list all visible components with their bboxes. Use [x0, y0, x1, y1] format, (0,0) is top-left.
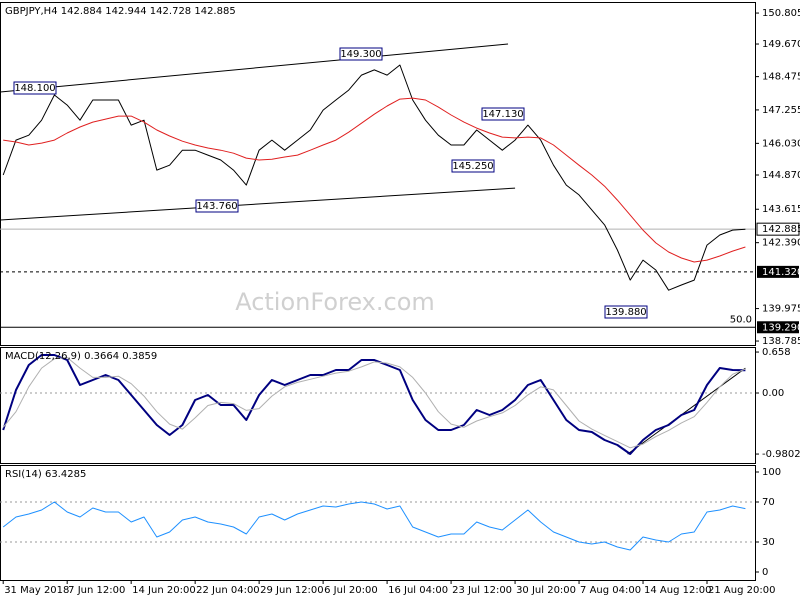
y-tick-label: 144.870 — [762, 170, 800, 181]
last-price-box — [756, 222, 800, 236]
trend-line — [0, 187, 516, 221]
y-tick-label: 0.658 — [762, 347, 791, 358]
x-tick-label: 21 Aug 20:00 — [708, 585, 775, 596]
annotation-box — [13, 81, 57, 95]
annotation-box — [451, 159, 495, 173]
panel-title: RSI(14) 63.4285 — [5, 469, 86, 480]
annotation: 145.250 — [452, 161, 493, 172]
trend-line — [627, 367, 746, 455]
x-tick-label: 14 Aug 12:00 — [644, 585, 711, 596]
panel-frame — [0, 465, 756, 581]
y-tick-label: 147.255 — [762, 105, 800, 116]
series-line — [2, 354, 746, 455]
annotation-box — [195, 199, 239, 213]
annotation: 139.880 — [605, 307, 646, 318]
x-tick-label: 7 Aug 04:00 — [580, 585, 641, 596]
level-label: 139.290 — [762, 322, 800, 333]
y-tick-label: -0.9802 — [762, 449, 800, 460]
y-tick-label: 149.670 — [762, 39, 800, 50]
series-line — [2, 501, 746, 551]
y-tick-label: 148.475 — [762, 72, 800, 83]
y-tick-label: 142.390 — [762, 238, 800, 249]
annotation: 149.300 — [340, 49, 381, 60]
last-price-label: 142.885 — [762, 224, 800, 235]
annotation: 143.760 — [196, 201, 237, 212]
y-tick-label: 100 — [762, 467, 781, 478]
annotation: 148.100 — [14, 83, 55, 94]
y-tick-label: 150.805 — [762, 8, 800, 19]
level-label: 141.320 — [762, 267, 800, 278]
annotation: 147.130 — [482, 109, 523, 120]
panel-frame — [0, 347, 756, 464]
x-tick-label: 7 Jun 12:00 — [68, 585, 125, 596]
series-line — [2, 64, 746, 291]
fib-label: 50.0 — [730, 314, 752, 325]
y-tick-label: 146.030 — [762, 138, 800, 149]
panel-title: MACD(12,26,9) 0.3664 0.3859 — [5, 351, 157, 362]
watermark: ActionForex.com — [235, 288, 435, 316]
trend-line — [0, 43, 509, 93]
y-tick-label: 143.615 — [762, 204, 800, 215]
y-tick-label: 70 — [762, 497, 775, 508]
panel-title: GBPJPY,H4 142.884 142.944 142.728 142.88… — [5, 6, 236, 17]
series-line — [3, 97, 746, 263]
y-tick-label: 0.00 — [762, 388, 784, 399]
level-label-box — [757, 265, 799, 278]
y-tick-label: 138.785 — [762, 336, 800, 347]
x-tick-label: 30 Jul 20:00 — [516, 585, 576, 596]
y-tick-label: 139.975 — [762, 304, 800, 315]
x-tick-label: 29 Jun 12:00 — [260, 585, 324, 596]
x-tick-label: 31 May 2018 — [4, 585, 69, 596]
annotation-box — [481, 107, 525, 121]
x-tick-label: 16 Jul 04:00 — [388, 585, 448, 596]
annotation-box — [339, 47, 383, 61]
panel-frame — [0, 2, 756, 346]
level-label-box — [757, 321, 799, 334]
series-line — [2, 357, 746, 449]
x-tick-label: 6 Jul 20:00 — [324, 585, 378, 596]
x-tick-label: 14 Jun 20:00 — [132, 585, 196, 596]
y-tick-label: 0 — [762, 567, 768, 578]
annotation-box — [604, 305, 648, 319]
x-tick-label: 23 Jul 12:00 — [452, 585, 512, 596]
y-tick-label: 30 — [762, 537, 775, 548]
x-tick-label: 22 Jun 04:00 — [196, 585, 260, 596]
